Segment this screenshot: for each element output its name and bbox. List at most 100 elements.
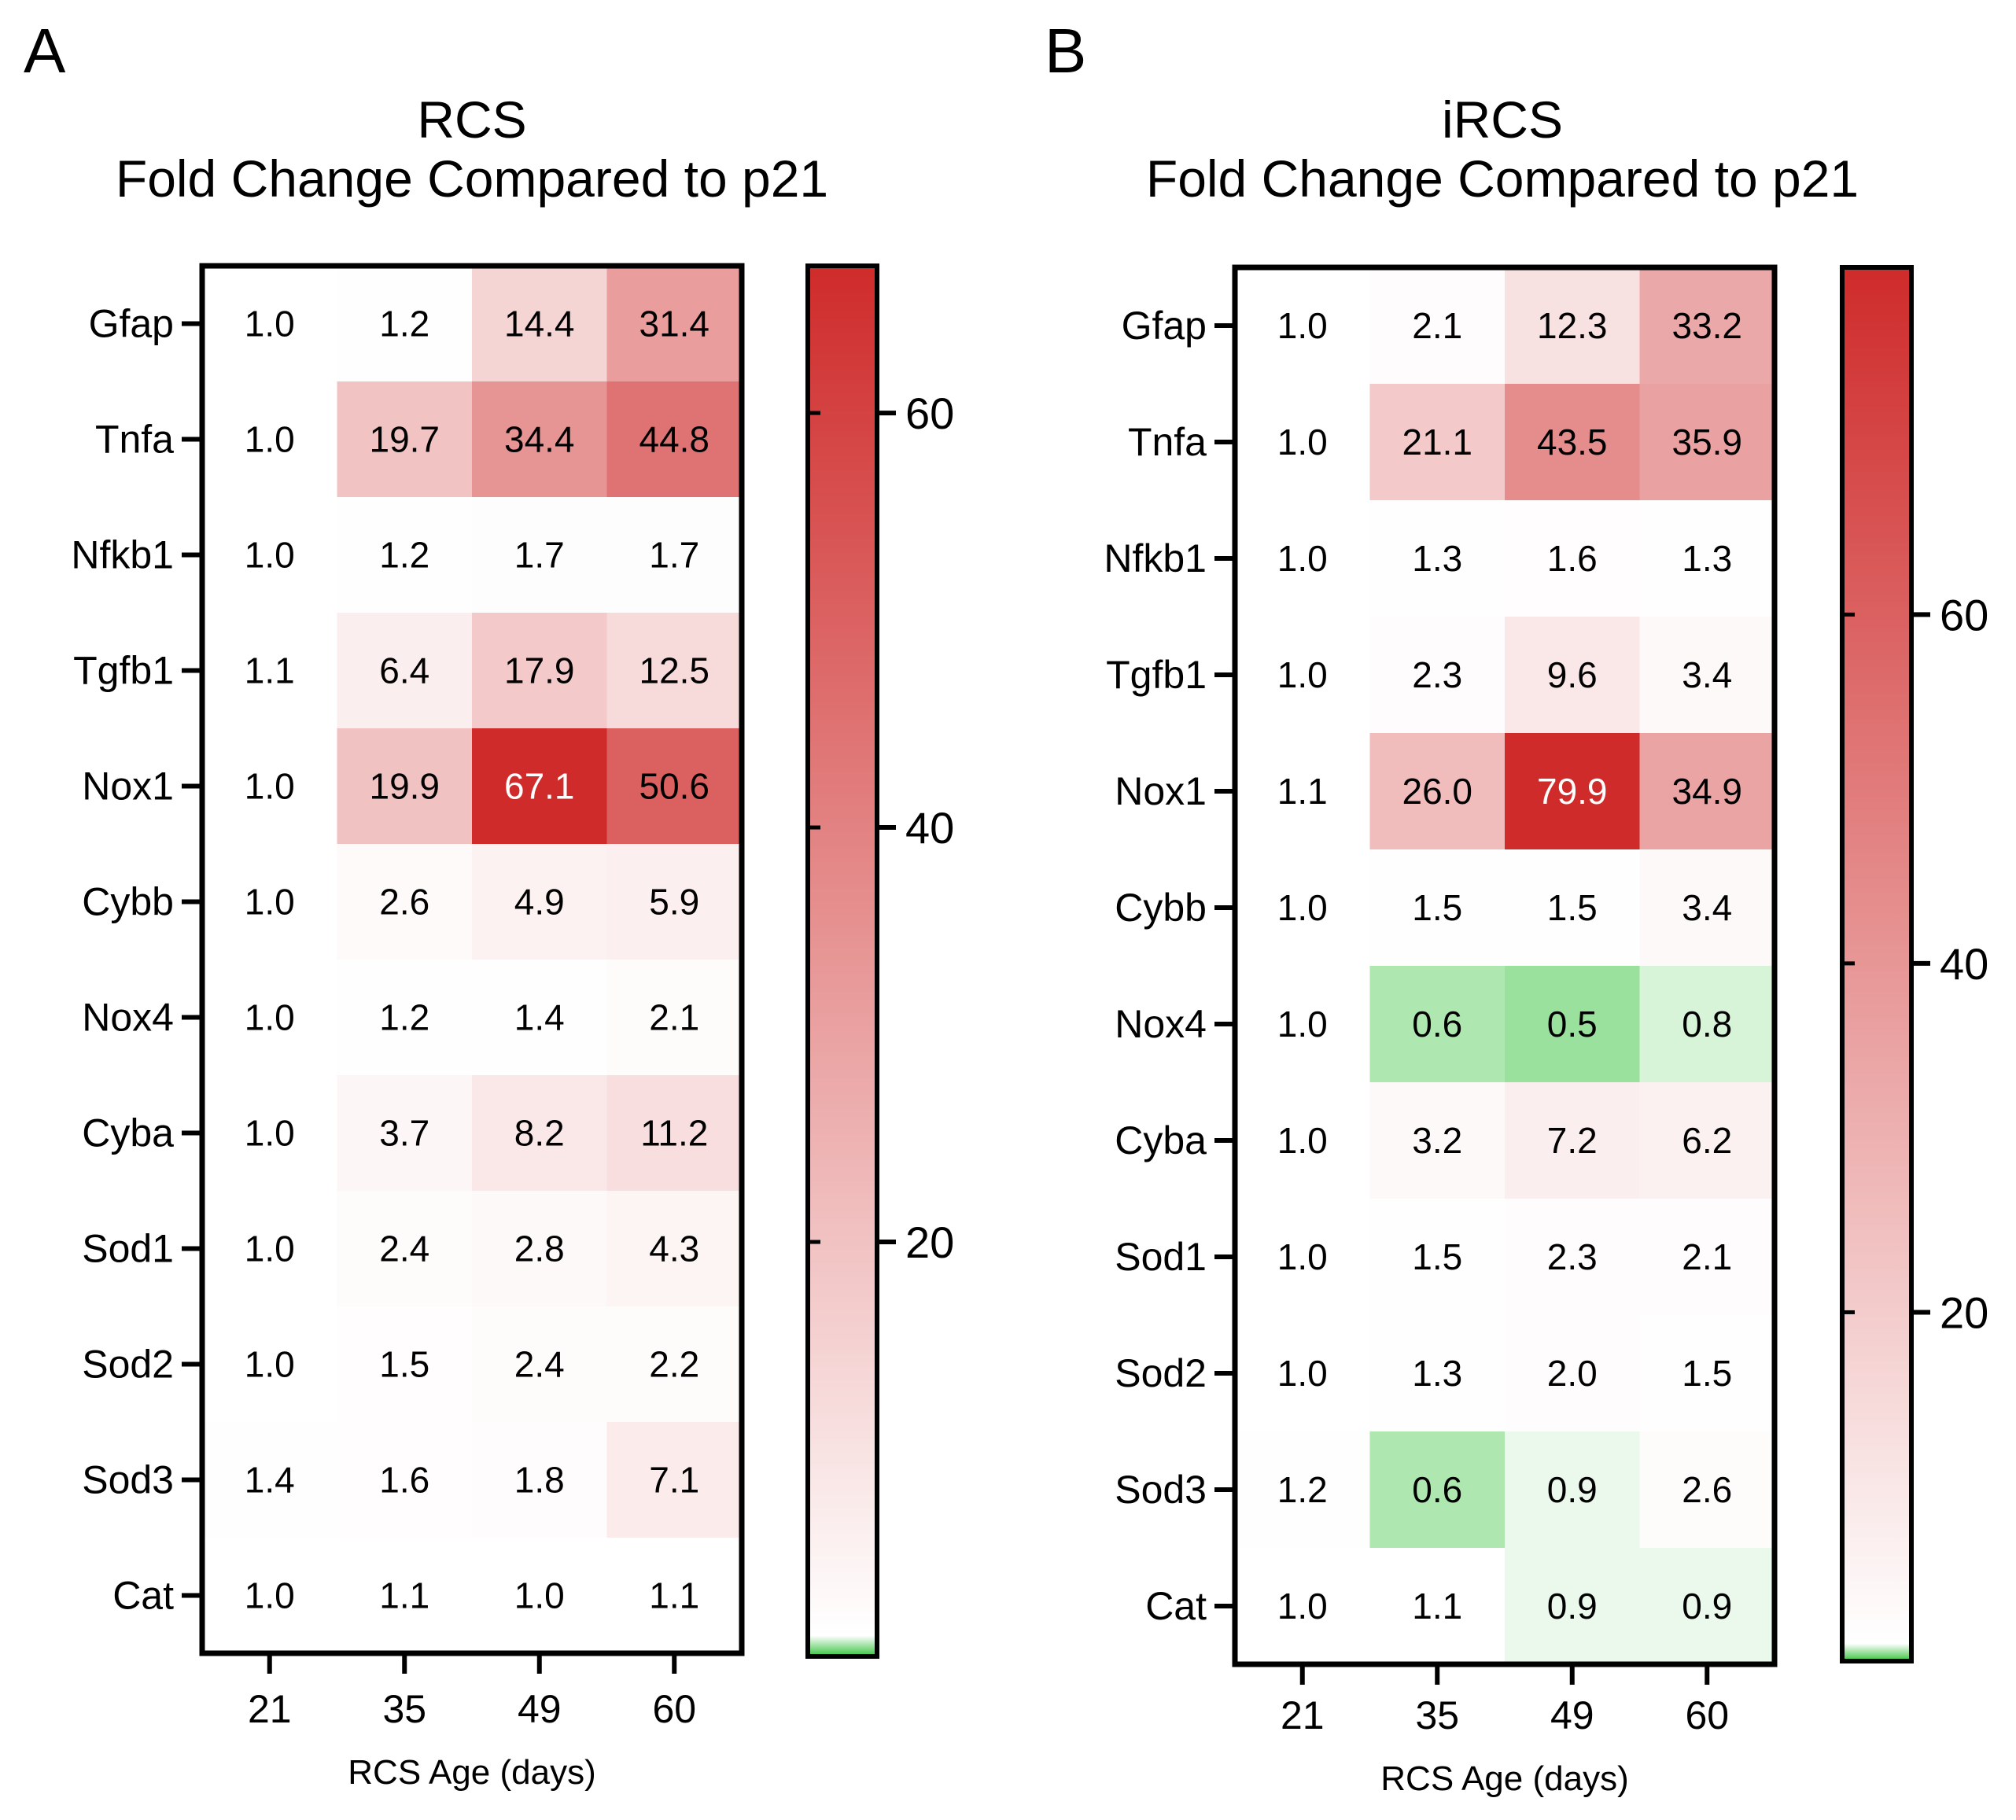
heatmap-cell: [472, 1075, 608, 1192]
cell-value-label: 2.3: [1412, 654, 1462, 695]
cell-value-label: 1.0: [245, 1575, 295, 1616]
heatmap-cell: [1639, 384, 1775, 501]
heatmap-cell: [1235, 1548, 1371, 1665]
cell-value-label: 8.2: [514, 1113, 565, 1154]
heatmap-cell: [202, 381, 338, 498]
heatmap-cell: [606, 1306, 743, 1423]
cell-value-label: 1.1: [1412, 1586, 1462, 1627]
colorbar-tick-label: 40: [905, 803, 954, 853]
heatmap-cell: [337, 266, 473, 382]
cell-value-label: 50.6: [639, 766, 709, 807]
row-label: Tnfa: [1128, 420, 1207, 464]
cell-value-label: 4.9: [514, 882, 565, 923]
cell-value-label: 1.5: [1682, 1353, 1732, 1394]
heatmap-cell: [337, 960, 473, 1076]
row-label: Sod3: [82, 1458, 174, 1502]
heatmap-cell: [337, 613, 473, 729]
heatmap-cell: [202, 728, 338, 845]
heatmap-cell: [1235, 1199, 1371, 1316]
heatmap-cell: [1505, 1082, 1641, 1199]
heatmap-cell: [1639, 1548, 1775, 1665]
cell-value-label: 11.2: [640, 1113, 708, 1154]
heatmap-cell: [1235, 1431, 1371, 1549]
cell-value-label: 1.3: [1412, 538, 1462, 579]
row-label: Tgfb1: [73, 649, 174, 693]
row-label: Cyba: [1115, 1118, 1207, 1162]
cell-value-label: 1.0: [245, 535, 295, 576]
cell-value-label: 0.9: [1682, 1586, 1732, 1627]
row-label: Cyba: [82, 1111, 174, 1155]
cell-value-label: 1.1: [245, 650, 295, 691]
cell-value-label: 1.2: [379, 304, 429, 344]
heatmap-cell: [1505, 1199, 1641, 1316]
cell-value-label: 1.0: [1277, 422, 1328, 462]
cell-value-label: 67.1: [504, 766, 575, 807]
cell-value-label: 1.2: [1277, 1469, 1328, 1510]
cell-value-label: 1.0: [245, 766, 295, 807]
heatmap-cell: [1639, 617, 1775, 734]
cell-value-label: 1.5: [1412, 887, 1462, 928]
x-axis-label: RCS Age (days): [1380, 1759, 1628, 1798]
cell-value-label: 1.6: [1547, 538, 1598, 579]
heatmap-cell: [472, 266, 608, 382]
row-label: Nfkb1: [1104, 536, 1207, 580]
cell-value-label: 0.5: [1547, 1004, 1598, 1044]
cell-value-label: 1.0: [245, 882, 295, 923]
cell-value-label: 1.5: [379, 1344, 429, 1385]
cell-value-label: 1.0: [1277, 538, 1328, 579]
colorbar: [808, 266, 877, 1656]
row-label: Sod1: [82, 1227, 174, 1271]
row-label: Sod1: [1115, 1235, 1207, 1279]
row-label: Cybb: [82, 880, 174, 924]
heatmap-cell: [202, 497, 338, 613]
colorbar-tick-label: 60: [1940, 590, 1988, 639]
chart-subtitle: Fold Change Compared to p21: [116, 149, 828, 208]
cell-value-label: 2.1: [1682, 1236, 1732, 1277]
heatmap-cell: [202, 1538, 338, 1654]
colorbar-tick-label: 20: [1940, 1288, 1988, 1337]
cell-value-label: 2.8: [514, 1229, 565, 1269]
column-label: 49: [1550, 1693, 1594, 1737]
cell-value-label: 3.4: [1682, 887, 1732, 928]
column-label: 21: [1281, 1693, 1325, 1737]
heatmap-cell: [1505, 1431, 1641, 1549]
heatmap-cell: [1235, 1082, 1371, 1199]
cell-value-label: 26.0: [1402, 771, 1472, 812]
heatmap-cell: [606, 728, 743, 845]
heatmap-cell: [202, 613, 338, 729]
heatmap-cell: [202, 1422, 338, 1538]
heatmap-cell: [1639, 1199, 1775, 1316]
heatmap-cell: [606, 266, 743, 382]
chart-title: iRCS: [1442, 90, 1563, 149]
heatmap-cell: [1639, 733, 1775, 850]
cell-value-label: 1.4: [245, 1460, 295, 1501]
heatmap-cell: [606, 1191, 743, 1307]
cell-value-label: 1.7: [649, 535, 699, 576]
row-label: Gfap: [1122, 304, 1207, 348]
heatmap-cell: [606, 1538, 743, 1654]
cell-value-label: 1.2: [379, 535, 429, 576]
heatmap-cell: [1505, 384, 1641, 501]
chart-subtitle: Fold Change Compared to p21: [1146, 149, 1859, 208]
cell-value-label: 0.6: [1412, 1004, 1462, 1044]
heatmap-cell: [202, 1075, 338, 1192]
cell-value-label: 0.6: [1412, 1469, 1462, 1510]
heatmap-cell: [606, 960, 743, 1076]
cell-value-label: 2.4: [379, 1229, 429, 1269]
heatmap-cell: [337, 497, 473, 613]
cell-value-label: 34.4: [504, 419, 575, 460]
heatmap-cell: [1235, 733, 1371, 850]
cell-value-label: 1.0: [245, 1229, 295, 1269]
heatmap-cell: [1369, 966, 1506, 1083]
panel-letter: B: [1045, 16, 1086, 86]
heatmap-frame: [1232, 264, 1778, 1667]
column-label: 60: [1685, 1693, 1729, 1737]
heatmap-cell: [472, 728, 608, 845]
cell-value-label: 1.3: [1682, 538, 1732, 579]
cell-value-label: 1.1: [1277, 771, 1328, 812]
cell-value-label: 7.2: [1547, 1120, 1598, 1161]
colorbar-tick-label: 40: [1940, 939, 1988, 989]
heatmap-cell: [1639, 1082, 1775, 1199]
cell-value-label: 1.0: [245, 997, 295, 1038]
